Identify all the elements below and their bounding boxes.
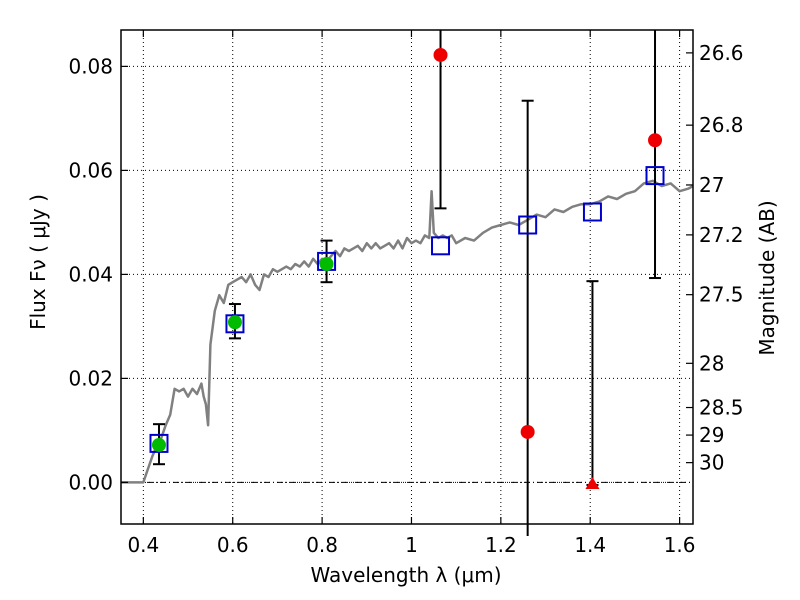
red-point-marker: [648, 133, 663, 148]
x-tick-label: 0.6: [217, 533, 249, 557]
right-tick-label: 27: [699, 173, 724, 197]
right-tick-label: 26.6: [699, 41, 744, 65]
model-sed-line: [121, 179, 694, 484]
data-point-markers: [151, 47, 663, 489]
sed-curve: [121, 179, 694, 484]
right-tick-label: 26.8: [699, 113, 744, 137]
green-detection-marker: [319, 257, 334, 271]
y-tick-label: 0.00: [68, 470, 113, 494]
green-detection-marker: [227, 315, 242, 330]
model-square-marker: [582, 202, 602, 222]
grid-lines: [121, 30, 693, 524]
x-tick-label: 1: [405, 533, 418, 557]
y-axis-label: Flux Fν ( μJy ): [26, 194, 50, 330]
right-tick-label: 29: [699, 423, 724, 447]
right-axis-label: Magnitude (AB): [755, 200, 779, 355]
x-tick-label: 0.8: [306, 533, 338, 557]
x-tick-labels: 0.4 0.6 0.8 1 1.2 1.4 1.6: [127, 533, 695, 557]
x-axis-label: Wavelength λ (μm): [310, 563, 501, 587]
y-tick-label: 0.04: [68, 262, 113, 286]
y-tick-label: 0.02: [68, 366, 113, 390]
y-tick-labels: 0.00 0.02 0.04 0.06 0.08: [68, 54, 113, 494]
x-tick-label: 0.4: [127, 533, 159, 557]
model-square-marker: [431, 236, 451, 256]
model-square-marker: [518, 215, 538, 235]
axis-ticks: [121, 30, 693, 524]
plot-frame: [120, 29, 694, 525]
x-tick-label: 1.2: [485, 533, 517, 557]
right-tick-label: 30: [699, 451, 724, 475]
y-tick-label: 0.06: [68, 158, 113, 182]
x-tick-label: 1.4: [574, 533, 606, 557]
red-point-marker: [433, 47, 448, 62]
x-tick-label: 1.6: [664, 533, 696, 557]
upper-limit-triangle: [585, 477, 600, 489]
red-point-marker: [520, 424, 535, 439]
green-detection-marker: [151, 437, 166, 452]
y-tick-label: 0.08: [68, 54, 113, 78]
right-tick-label: 28.5: [699, 396, 744, 420]
right-tick-label: 27.2: [699, 223, 744, 247]
model-square-marker: [645, 166, 665, 186]
right-tick-label: 27.5: [699, 283, 744, 307]
right-tick-label: 28: [699, 351, 724, 375]
right-tick-labels: 26.6 26.8 27 27.2 27.5 28 28.5 29 30: [699, 41, 744, 475]
